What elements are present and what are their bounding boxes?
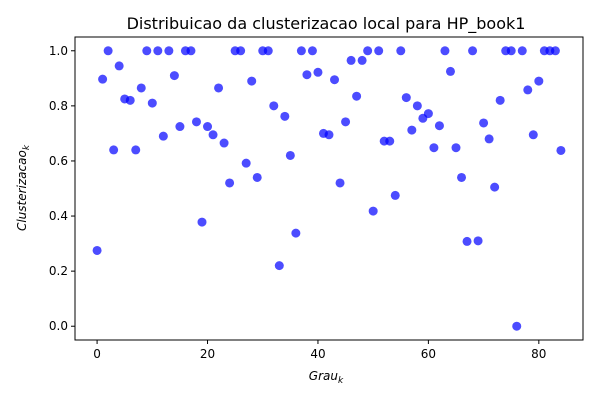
scatter-point: [269, 101, 279, 111]
scatter-point: [335, 178, 345, 188]
scatter-point: [357, 55, 367, 65]
scatter-point: [374, 46, 384, 56]
y-tick-label: 1.0: [49, 44, 68, 58]
chart-title: Distribuicao da clusterizacao local para…: [127, 14, 526, 34]
scatter-point: [175, 122, 185, 132]
scatter-point: [468, 46, 478, 56]
plot-area: [92, 46, 566, 331]
x-axis-label: Grauk: [309, 369, 344, 386]
scatter-point: [125, 95, 135, 105]
scatter-point: [247, 76, 257, 86]
scatter-point: [280, 111, 290, 121]
scatter-point: [203, 122, 213, 132]
scatter-point: [225, 178, 235, 188]
scatter-point: [363, 46, 373, 56]
scatter-point: [473, 236, 483, 246]
scatter-point: [396, 46, 406, 56]
scatter-point: [484, 134, 494, 144]
scatter-point: [528, 130, 538, 140]
scatter-point: [440, 46, 450, 56]
scatter-point: [169, 71, 179, 81]
scatter-point: [142, 46, 152, 56]
scatter-point: [434, 121, 444, 131]
scatter-point: [164, 46, 174, 56]
x-axis: 0 20 40 60 80: [93, 340, 546, 361]
scatter-point: [451, 143, 461, 153]
scatter-point: [103, 46, 113, 56]
scatter-point: [512, 321, 522, 331]
scatter-point: [495, 95, 505, 105]
scatter-point: [197, 217, 207, 227]
scatter-point: [407, 125, 417, 135]
axes-frame: [74, 36, 584, 341]
scatter-point: [153, 46, 163, 56]
scatter-point: [490, 182, 500, 192]
x-tick-label: 20: [200, 347, 215, 361]
scatter-point: [390, 190, 400, 200]
scatter-point: [429, 143, 439, 153]
scatter-point: [445, 66, 455, 76]
scatter-point: [423, 109, 433, 119]
scatter-point: [214, 83, 224, 93]
scatter-point: [556, 145, 566, 155]
scatter-point: [330, 75, 340, 85]
scatter-point: [98, 74, 108, 84]
scatter-point: [285, 150, 295, 160]
x-tick-label: 40: [310, 347, 325, 361]
scatter-point: [219, 138, 229, 148]
x-tick-label: 0: [93, 347, 101, 361]
scatter-point: [401, 93, 411, 103]
scatter-point: [385, 136, 395, 146]
scatter-point: [352, 91, 362, 101]
x-tick-label: 80: [531, 347, 546, 361]
scatter-point: [517, 46, 527, 56]
y-tick-label: 0.6: [49, 154, 68, 168]
scatter-point: [302, 70, 312, 80]
scatter-point: [506, 46, 516, 56]
y-tick-label: 0.0: [49, 319, 68, 333]
scatter-point: [186, 46, 196, 56]
scatter-point: [114, 61, 124, 71]
y-tick-label: 0.2: [49, 264, 68, 278]
scatter-point: [147, 98, 157, 108]
scatter-point: [412, 101, 422, 111]
scatter-point: [109, 145, 119, 155]
scatter-point: [274, 261, 284, 271]
scatter-point: [313, 67, 323, 77]
scatter-point: [263, 46, 273, 56]
scatter-point: [523, 85, 533, 95]
x-tick-label: 60: [421, 347, 436, 361]
y-axis-label: Clusterizacaok: [15, 144, 32, 231]
scatter-point: [307, 46, 317, 56]
y-tick-label: 0.4: [49, 209, 68, 223]
scatter-point: [158, 131, 168, 141]
scatter-point: [191, 117, 201, 127]
scatter-point: [208, 130, 218, 140]
scatter-point: [241, 158, 251, 168]
scatter-point: [136, 83, 146, 93]
scatter-point: [131, 145, 141, 155]
y-axis: 0.0 0.2 0.4 0.6 0.8 1.0: [49, 44, 75, 333]
scatter-point: [346, 55, 356, 65]
scatter-point: [341, 117, 351, 127]
scatter-point: [462, 236, 472, 246]
scatter-point: [457, 172, 467, 182]
y-tick-label: 0.8: [49, 99, 68, 113]
scatter-point: [368, 206, 378, 216]
scatter-point: [291, 228, 301, 238]
scatter-point: [92, 245, 102, 255]
scatter-point: [296, 46, 306, 56]
scatter-point: [252, 172, 262, 182]
scatter-point: [479, 118, 489, 128]
scatter-point: [236, 46, 246, 56]
scatter-point: [324, 130, 334, 140]
scatter-point: [550, 46, 560, 56]
scatter-point: [534, 76, 544, 86]
